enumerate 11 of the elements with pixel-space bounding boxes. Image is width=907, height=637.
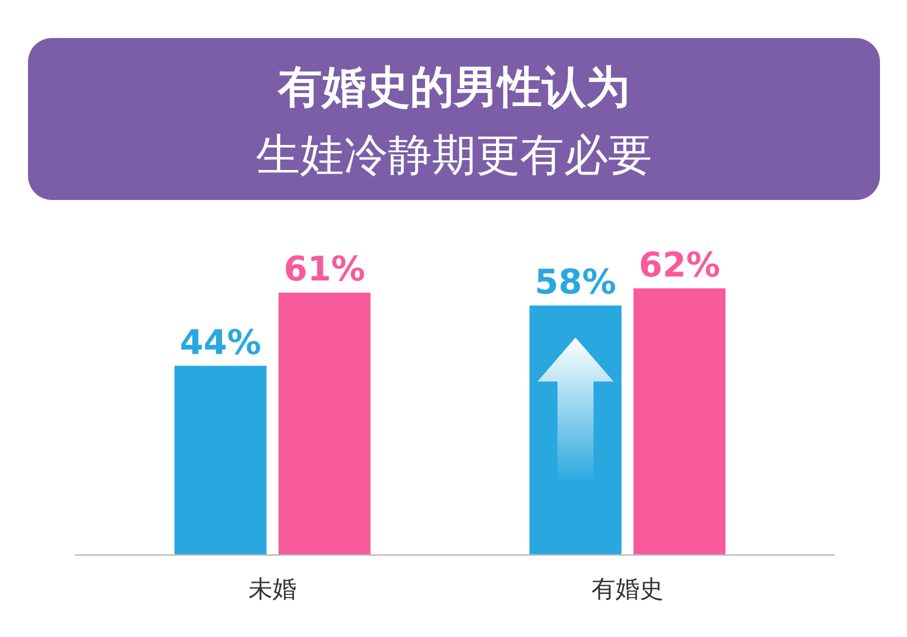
data-label: 44% [180,322,262,363]
x-tick-label: 有婚史 [592,575,664,603]
data-label: 62% [638,245,720,286]
data-label: 58% [534,262,616,303]
bar [174,366,266,555]
chart-subtitle: 生娃冷静期更有必要 [256,130,652,181]
bar [634,288,726,555]
x-tick-label: 未婚 [248,575,296,603]
bar [278,292,370,555]
chart-title: 有婚史的男性认为 [277,62,630,113]
data-label: 61% [284,250,366,290]
